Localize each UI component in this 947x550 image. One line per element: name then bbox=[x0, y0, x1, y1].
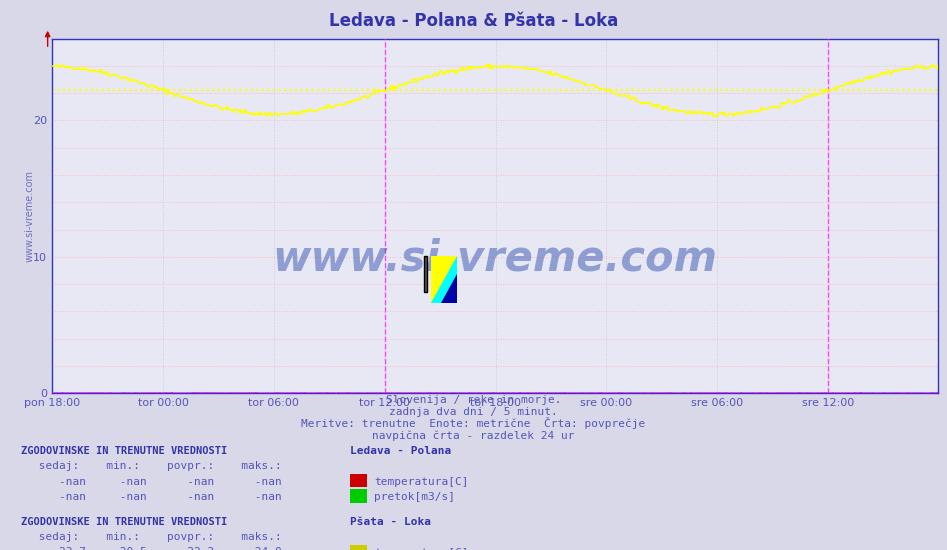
Text: Slovenija / reke in morje.: Slovenija / reke in morje. bbox=[385, 394, 562, 405]
Text: -nan     -nan      -nan      -nan: -nan -nan -nan -nan bbox=[32, 492, 282, 502]
Text: www.si-vreme.com: www.si-vreme.com bbox=[25, 170, 35, 262]
Text: pretok[m3/s]: pretok[m3/s] bbox=[374, 492, 456, 502]
Text: ZGODOVINSKE IN TRENUTNE VREDNOSTI: ZGODOVINSKE IN TRENUTNE VREDNOSTI bbox=[21, 516, 227, 527]
Text: navpična črta - razdelek 24 ur: navpična črta - razdelek 24 ur bbox=[372, 431, 575, 441]
Text: Meritve: trenutne  Enote: metrične  Črta: povprečje: Meritve: trenutne Enote: metrične Črta: … bbox=[301, 417, 646, 429]
Text: www.si-vreme.com: www.si-vreme.com bbox=[273, 238, 717, 279]
Text: sedaj:    min.:    povpr.:    maks.:: sedaj: min.: povpr.: maks.: bbox=[32, 461, 282, 471]
Polygon shape bbox=[441, 274, 457, 302]
Text: zadnja dva dni / 5 minut.: zadnja dva dni / 5 minut. bbox=[389, 406, 558, 417]
Text: temperatura[C]: temperatura[C] bbox=[374, 547, 469, 550]
Text: 23,7     20,5      22,2      24,0: 23,7 20,5 22,2 24,0 bbox=[32, 547, 282, 550]
Polygon shape bbox=[431, 256, 457, 302]
Text: Pšata - Loka: Pšata - Loka bbox=[350, 516, 432, 527]
Text: ZGODOVINSKE IN TRENUTNE VREDNOSTI: ZGODOVINSKE IN TRENUTNE VREDNOSTI bbox=[21, 446, 227, 456]
Text: -nan     -nan      -nan      -nan: -nan -nan -nan -nan bbox=[32, 476, 282, 487]
Text: Ledava - Polana: Ledava - Polana bbox=[350, 446, 452, 456]
Polygon shape bbox=[431, 256, 457, 302]
Text: Ledava - Polana & Pšata - Loka: Ledava - Polana & Pšata - Loka bbox=[329, 12, 618, 30]
Text: sedaj:    min.:    povpr.:    maks.:: sedaj: min.: povpr.: maks.: bbox=[32, 532, 282, 542]
Text: temperatura[C]: temperatura[C] bbox=[374, 476, 469, 487]
